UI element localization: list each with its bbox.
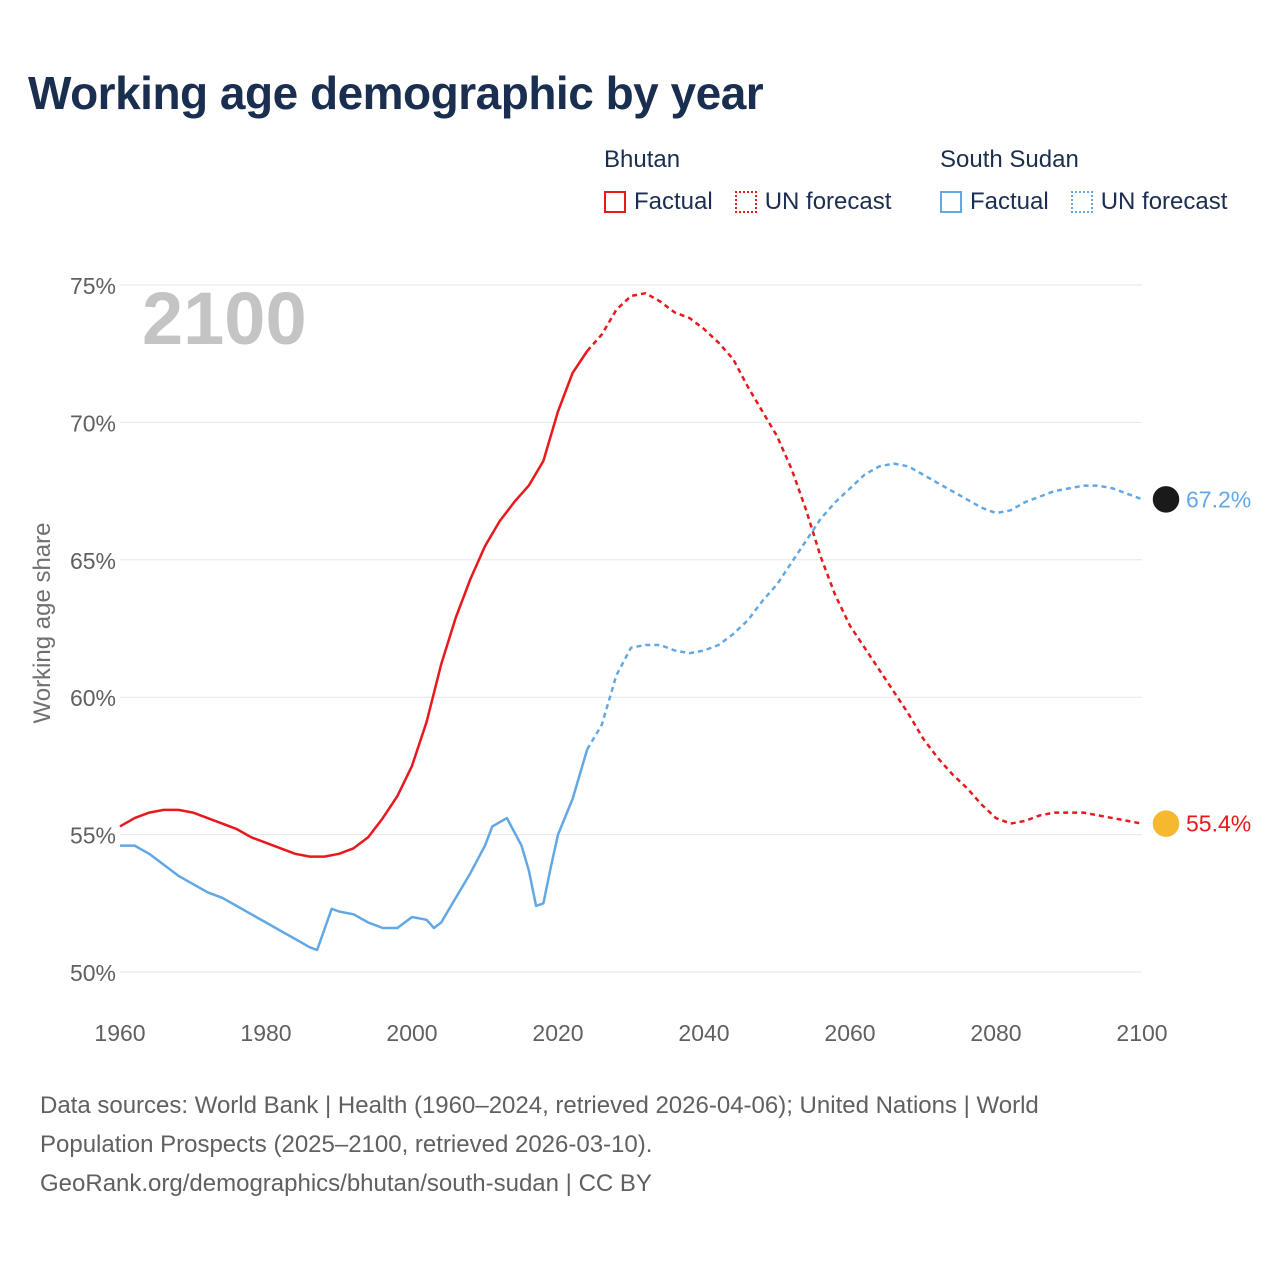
end-label-bhutan: 55.4% xyxy=(1186,811,1251,837)
series-line-bhutan-factual xyxy=(119,350,589,858)
legend-group-bhutan: Bhutan Factual UN forecast xyxy=(604,146,905,216)
y-axis-ticks: 50% 55% 60% 65% 70% 75% xyxy=(70,273,116,986)
legend-item-bhutan-forecast[interactable]: UN forecast xyxy=(734,188,892,216)
x-tick-label: 2100 xyxy=(1116,1020,1167,1046)
series-lines xyxy=(119,291,1143,952)
footer: Data sources: World Bank | Health (1960–… xyxy=(40,1086,1230,1203)
legend-label: Factual xyxy=(970,188,1049,215)
solid-swatch-icon xyxy=(940,191,962,213)
x-tick-label: 2080 xyxy=(970,1020,1021,1046)
legend-item-south-sudan-factual[interactable]: Factual xyxy=(940,188,1049,216)
legend-group-name: South Sudan xyxy=(940,146,1079,173)
y-tick-label: 50% xyxy=(70,960,116,986)
gridlines xyxy=(120,284,1142,973)
chart-title: Working age demographic by year xyxy=(28,67,764,119)
legend-group-south-sudan: South Sudan Factual UN forecast xyxy=(940,146,1241,216)
x-tick-label: 2040 xyxy=(678,1020,729,1046)
x-axis-ticks: 1960 1980 2000 2020 2040 2060 2080 2100 xyxy=(94,1020,1167,1046)
x-tick-label: 2060 xyxy=(824,1020,875,1046)
end-label-south-sudan: 67.2% xyxy=(1186,486,1251,512)
y-tick-label: 55% xyxy=(70,823,116,849)
flag-bhutan-icon xyxy=(1151,808,1181,839)
legend-item-south-sudan-forecast[interactable]: UN forecast xyxy=(1070,188,1228,216)
footer-sources: Data sources: World Bank | Health (1960–… xyxy=(40,1092,1039,1119)
y-axis-label: Working age share xyxy=(29,523,56,724)
y-tick-label: 75% xyxy=(70,273,116,299)
series-line-bhutan-forecast xyxy=(586,291,1143,825)
series-line-south-sudan-factual xyxy=(120,749,589,952)
line-chart: 2100 50% 55% 60% 65% 70% 75% 1960 1980 2000 2020… xyxy=(29,273,1251,1046)
series-line-south-sudan-forecast xyxy=(586,462,1143,751)
y-tick-label: 65% xyxy=(70,548,116,574)
legend-label: Factual xyxy=(634,188,713,215)
year-watermark: 2100 xyxy=(142,277,307,360)
legend-label: UN forecast xyxy=(1100,188,1228,215)
y-tick-label: 60% xyxy=(70,685,116,711)
footer-sources-cont: Population Prospects (2025–2100, retriev… xyxy=(40,1131,653,1158)
x-tick-label: 1960 xyxy=(94,1020,145,1046)
x-tick-label: 2020 xyxy=(532,1020,583,1046)
legend-label: UN forecast xyxy=(764,188,892,215)
footer-link[interactable]: GeoRank.org/demographics/bhutan/south-su… xyxy=(40,1170,652,1197)
legend-group-name: Bhutan xyxy=(604,146,681,173)
legend-item-bhutan-factual[interactable]: Factual xyxy=(604,188,713,216)
x-tick-label: 1980 xyxy=(240,1020,291,1046)
end-labels: 55.4% 67.2% xyxy=(1151,484,1251,839)
y-tick-label: 70% xyxy=(70,410,116,436)
solid-swatch-icon xyxy=(604,191,626,213)
dotted-swatch-icon xyxy=(1070,191,1093,213)
dotted-swatch-icon xyxy=(734,191,757,213)
flag-south-sudan-icon xyxy=(1151,484,1181,515)
x-tick-label: 2000 xyxy=(386,1020,437,1046)
